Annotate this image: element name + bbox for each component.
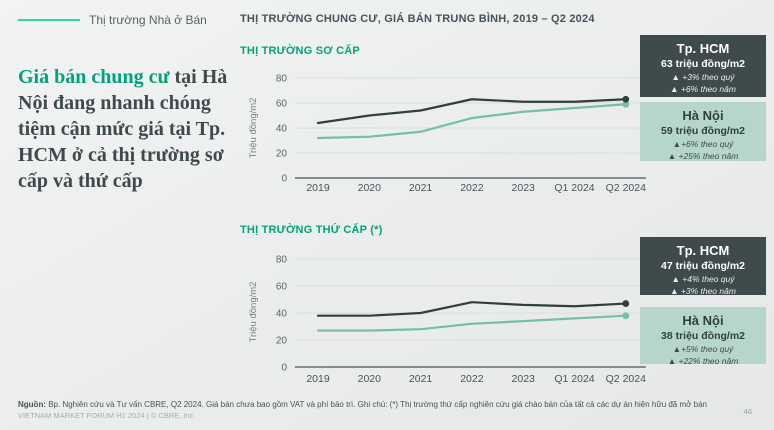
y-tick-label: 80 <box>276 255 288 266</box>
x-tick-label: Q1 2024 <box>554 182 594 194</box>
top-legend: Thị trường Nhà ở Bán <box>18 13 207 27</box>
callout-value: 38 triệu đồng/m2 <box>660 330 745 342</box>
legend-line-swatch <box>18 19 80 21</box>
series-endpoint-Tp. HCM <box>622 95 630 103</box>
headline-highlight: Giá bán chung cư <box>18 66 170 88</box>
x-tick-label: 2022 <box>460 373 484 385</box>
key-takeaway-text: Giá bán chung cư tại Hà Nội đang nhanh c… <box>18 64 234 194</box>
x-tick-label: 2019 <box>306 373 330 385</box>
page-title: THỊ TRƯỜNG CHUNG CƯ, GIÁ BÁN TRUNG BÌNH,… <box>240 13 595 25</box>
callout-city: Hà Nội <box>682 313 724 328</box>
callout-yoy: ▲ +6% theo năm <box>670 84 736 94</box>
x-tick-label: 2023 <box>512 182 536 194</box>
y-tick-label: 20 <box>276 149 288 160</box>
callout-qoq: ▲+6% theo quý <box>672 139 734 149</box>
y-tick-label: 0 <box>281 174 287 185</box>
y-tick-label: 60 <box>276 282 288 293</box>
secondary-hcm-callout: Tp. HCM 47 triệu đồng/m2 ▲ +4% theo quý … <box>640 237 766 296</box>
callout-yoy: ▲ +22% theo năm <box>667 356 739 366</box>
x-tick-label: 2023 <box>512 373 536 385</box>
series-line-Tp. HCM <box>316 301 627 317</box>
callout-value: 47 triệu đồng/m2 <box>660 260 745 272</box>
footer-source-note: Nguồn: Bp. Nghiên cứu và Tư vấn CBRE, Q2… <box>18 400 718 409</box>
callout-qoq: ▲ +3% theo quý <box>671 72 735 82</box>
series-line-Hà Nội <box>316 103 627 140</box>
callout-city: Tp. HCM <box>676 243 730 258</box>
callout-qoq: ▲+5% theo quý <box>672 344 734 354</box>
y-tick-label: 60 <box>276 99 288 110</box>
x-tick-label: 2020 <box>358 182 382 194</box>
headline-rest: tại Hà Nội đang nhanh chóng tiệm cận mức… <box>18 66 228 192</box>
y-tick-label: 80 <box>276 74 288 85</box>
footer-source-text: Bp. Nghiên cứu và Tư vấn CBRE, Q2 2024. … <box>46 400 707 409</box>
series-endpoint-Hà Nội <box>622 312 630 320</box>
callout-value: 63 triệu đồng/m2 <box>660 58 745 70</box>
callout-qoq: ▲ +4% theo quý <box>671 274 735 284</box>
callout-city: Tp. HCM <box>676 41 730 56</box>
x-tick-label: 2021 <box>409 182 433 194</box>
callout-value: 59 triệu đồng/m2 <box>660 125 745 137</box>
page-number: 46 <box>743 407 752 416</box>
x-tick-label: Q2 2024 <box>606 373 646 385</box>
primary-hcm-callout: Tp. HCM 63 triệu đồng/m2 ▲ +3% theo quý … <box>640 35 766 97</box>
legend-label: Thị trường Nhà ở Bán <box>89 13 207 27</box>
x-tick-label: 2021 <box>409 373 433 385</box>
callout-city: Hà Nội <box>682 108 724 123</box>
series-line-Tp. HCM <box>316 98 627 125</box>
callout-yoy: ▲ +25% theo năm <box>667 151 739 161</box>
series-endpoint-Tp. HCM <box>622 300 630 307</box>
y-tick-label: 0 <box>281 363 287 374</box>
callout-yoy: ▲ +3% theo năm <box>670 286 736 296</box>
primary-market-chart: 0 20 40 60 80 Triệu đồng/m2 2019 2020 2021 2022 20… <box>248 74 646 195</box>
x-tick-label: 2022 <box>460 182 484 194</box>
y-axis-title: Triệu đồng/m2 <box>248 282 259 343</box>
footer-forum-line: VIETNAM MARKET FORUM H1 2024 | © CBRE, I… <box>18 411 196 420</box>
series-line-Hà Nội <box>316 314 627 332</box>
secondary-market-chart-title: THỊ TRƯỜNG THỨ CẤP (*) <box>240 224 383 236</box>
y-tick-label: 40 <box>276 309 288 320</box>
y-axis-title: Triệu đồng/m2 <box>248 98 259 159</box>
primary-market-chart-title: THỊ TRƯỜNG SƠ CẤP <box>240 45 360 57</box>
y-tick-label: 20 <box>276 336 288 347</box>
x-tick-label: 2019 <box>306 182 330 194</box>
x-tick-label: 2020 <box>358 373 382 385</box>
x-tick-label: Q1 2024 <box>554 373 594 385</box>
x-tick-label: Q2 2024 <box>606 182 646 194</box>
primary-hanoi-callout: Hà Nội 59 triệu đồng/m2 ▲+6% theo quý ▲ … <box>640 102 766 161</box>
y-tick-label: 40 <box>276 124 288 135</box>
secondary-market-chart: 0 20 40 60 80 Triệu đồng/m2 2019 2020 2021 2022 20… <box>248 255 646 386</box>
series-endpoint-Hà Nội <box>622 100 630 108</box>
secondary-hanoi-callout: Hà Nội 38 triệu đồng/m2 ▲+5% theo quý ▲ … <box>640 307 766 366</box>
footer-source-label: Nguồn: <box>18 400 46 409</box>
